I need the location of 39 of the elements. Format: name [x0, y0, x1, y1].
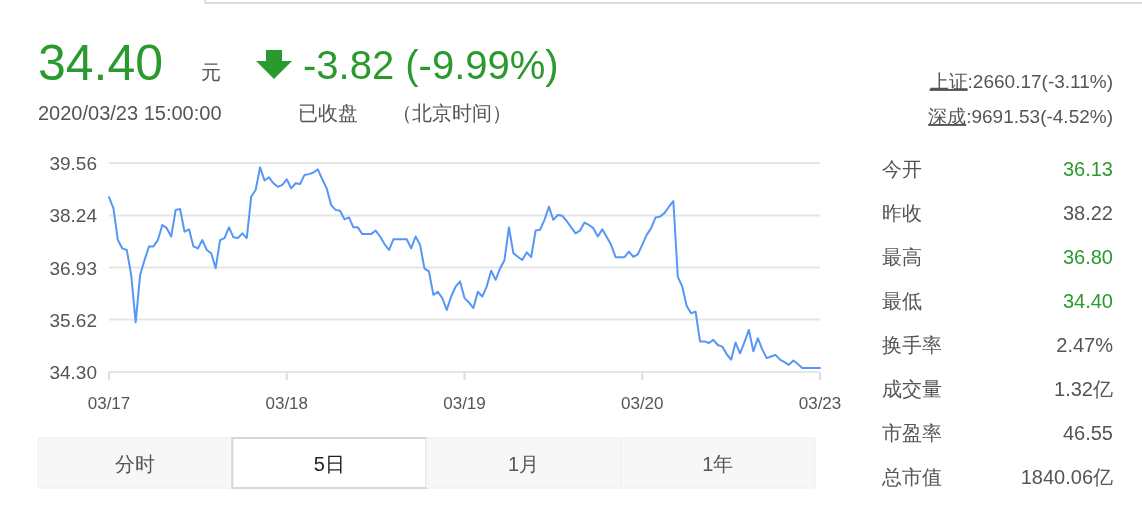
text: 市盈率 — [882, 422, 942, 444]
y-tick-label: 35.62 — [49, 309, 97, 331]
line-series — [108, 166, 821, 370]
text: 38.22 — [1062, 202, 1113, 224]
text: 46.55 — [1062, 422, 1113, 444]
text: 5日 — [313, 453, 345, 475]
y-tick-label: 36.93 — [49, 257, 97, 279]
text: 昨收 — [882, 202, 922, 224]
text: 换手率 — [882, 334, 942, 356]
text: 总市值 — [881, 466, 942, 488]
y-tick-label: 38.24 — [49, 205, 98, 227]
text: 上证:2660.17(-3.11%) — [929, 71, 1113, 92]
y-tick-label: 34.30 — [49, 362, 97, 383]
text: 1年 — [702, 453, 734, 475]
text: 已收盘 — [298, 102, 358, 124]
text: 1840.06亿 — [1020, 466, 1113, 488]
text: -3.82 (-9.99%) — [303, 43, 559, 87]
x-tick-label: 03/18 — [265, 394, 309, 413]
text: 34.40 — [1062, 290, 1113, 312]
text: 最低 — [882, 290, 922, 312]
text: 2020/03/23 15:00:00 — [38, 102, 222, 124]
text: 今开 — [882, 158, 922, 180]
x-tick-label: 03/19 — [443, 394, 486, 413]
text: 1月 — [508, 453, 540, 475]
text: 最高 — [882, 246, 922, 268]
x-tick-label: 03/17 — [87, 394, 131, 413]
text: 36.13 — [1062, 158, 1113, 180]
text: 元 — [201, 61, 221, 83]
text: 36.80 — [1062, 246, 1113, 268]
y-tick-label: 39.56 — [49, 153, 97, 174]
text: 1.32亿 — [1054, 378, 1113, 400]
text: 分时 — [115, 453, 156, 475]
x-tick-label: 03/23 — [798, 394, 842, 413]
text: 成交量 — [882, 378, 942, 400]
text: 34.40 — [38, 35, 164, 91]
text: 深成:9691.53(-4.52%) — [928, 106, 1113, 127]
x-tick-label: 03/20 — [620, 394, 664, 413]
text: （北京时间） — [392, 102, 512, 124]
text: 2.47% — [1056, 334, 1114, 356]
